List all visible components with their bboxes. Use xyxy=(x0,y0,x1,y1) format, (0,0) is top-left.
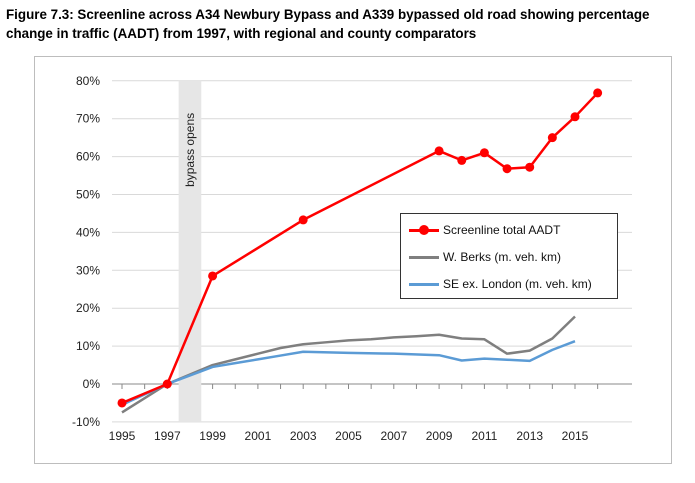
y-tick-label: 10% xyxy=(76,339,100,353)
data-point xyxy=(525,162,535,172)
y-tick-label: -10% xyxy=(72,415,100,429)
data-point xyxy=(208,271,218,281)
x-tick-label: 2013 xyxy=(516,429,543,443)
data-point xyxy=(479,148,489,158)
x-tick-label: 2003 xyxy=(290,429,317,443)
chart-frame xyxy=(34,56,672,464)
y-tick-label: 0% xyxy=(83,377,101,391)
figure-title: Figure 7.3: Screenline across A34 Newbur… xyxy=(6,7,650,41)
bypass-opens-band xyxy=(178,80,202,422)
legend-swatch xyxy=(409,256,439,260)
y-tick-label: 40% xyxy=(76,225,100,239)
data-point xyxy=(502,164,512,174)
legend-label: W. Berks (m. veh. km) xyxy=(443,250,562,264)
y-tick-label: 20% xyxy=(76,301,100,315)
bypass-opens-label: bypass opens xyxy=(183,113,197,187)
x-tick-label: 2005 xyxy=(335,429,362,443)
series-line xyxy=(121,315,576,414)
series-line xyxy=(121,340,576,406)
legend-label: Screenline total AADT xyxy=(443,223,561,237)
x-tick-label: 2011 xyxy=(471,429,497,443)
data-point xyxy=(117,398,127,408)
y-tick-label: 80% xyxy=(76,74,100,88)
legend: Screenline total AADT W. Berks (m. veh. … xyxy=(400,213,618,299)
x-tick-label: 1999 xyxy=(199,429,226,443)
data-point xyxy=(593,88,603,98)
legend-item-wberks: W. Berks (m. veh. km) xyxy=(409,250,561,264)
y-tick-label: 30% xyxy=(76,263,100,277)
y-tick-label: 60% xyxy=(76,150,100,164)
legend-swatch xyxy=(409,225,439,236)
x-tick-label: 1995 xyxy=(109,429,136,443)
series-line xyxy=(121,92,599,405)
y-tick-label: 50% xyxy=(76,188,100,202)
data-point xyxy=(570,112,580,122)
data-point xyxy=(547,133,557,143)
legend-item-screenline: Screenline total AADT xyxy=(409,223,560,237)
data-point xyxy=(162,379,172,389)
x-tick-label: 1997 xyxy=(154,429,181,443)
x-tick-label: 2001 xyxy=(245,429,272,443)
legend-label: SE ex. London (m. veh. km) xyxy=(443,277,592,291)
data-point xyxy=(457,155,467,165)
x-tick-label: 2015 xyxy=(562,429,589,443)
legend-item-se: SE ex. London (m. veh. km) xyxy=(409,277,592,291)
x-tick-label: 2009 xyxy=(426,429,453,443)
x-tick-label: 2007 xyxy=(380,429,407,443)
legend-swatch xyxy=(409,283,439,287)
data-point xyxy=(298,215,308,225)
data-point xyxy=(434,146,444,156)
y-tick-label: 70% xyxy=(76,112,100,126)
